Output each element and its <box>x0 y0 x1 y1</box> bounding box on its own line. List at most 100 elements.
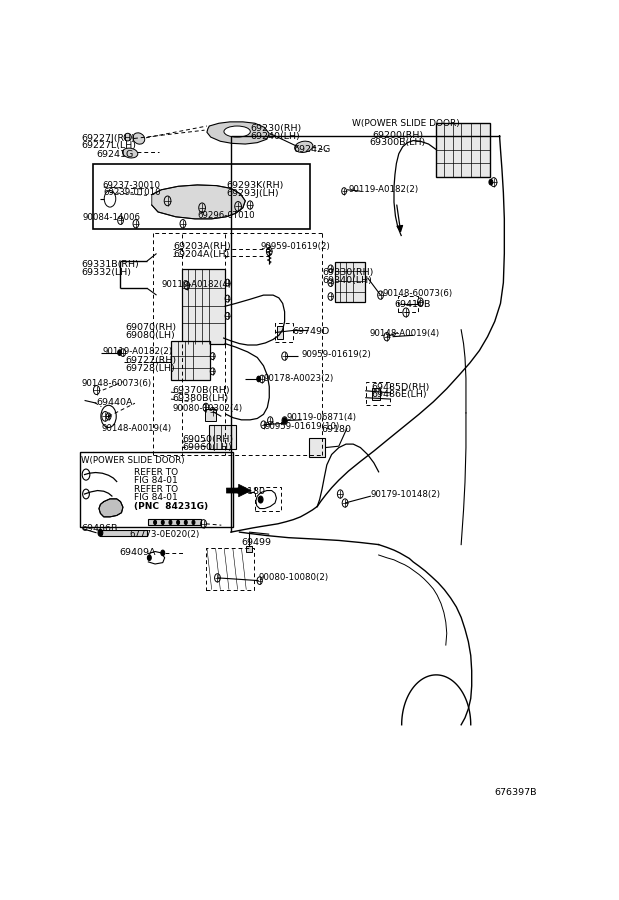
Bar <box>149 519 201 526</box>
Bar <box>372 388 379 400</box>
Circle shape <box>118 350 121 356</box>
Bar <box>209 425 236 449</box>
Circle shape <box>258 496 263 503</box>
Text: 69728(LH): 69728(LH) <box>125 364 175 373</box>
Text: 90959-01619(2): 90959-01619(2) <box>261 242 331 251</box>
Text: 90148-A0019(4): 90148-A0019(4) <box>369 329 439 338</box>
Bar <box>93 164 310 229</box>
Text: 90080-10302(4): 90080-10302(4) <box>172 404 243 413</box>
Text: 69060(LH): 69060(LH) <box>182 443 232 452</box>
Text: 69204A(LH): 69204A(LH) <box>173 249 230 258</box>
Circle shape <box>257 376 261 382</box>
Text: REFER TO: REFER TO <box>134 468 178 477</box>
Text: 69340(LH): 69340(LH) <box>322 276 372 285</box>
Ellipse shape <box>124 133 131 141</box>
Text: 69200(RH): 69200(RH) <box>373 130 423 140</box>
Text: FIG 84-01: FIG 84-01 <box>134 475 178 484</box>
Text: 69296-0T010: 69296-0T010 <box>197 211 255 220</box>
Circle shape <box>192 520 195 525</box>
Circle shape <box>489 179 493 184</box>
Bar <box>255 487 281 511</box>
Text: 90119-A0182(2): 90119-A0182(2) <box>348 185 418 194</box>
Text: 90148-A0019(4): 90148-A0019(4) <box>102 425 171 434</box>
Bar <box>206 548 254 590</box>
Text: 69486B: 69486B <box>81 524 118 533</box>
Text: 69227L(LH): 69227L(LH) <box>81 141 136 150</box>
Text: 90148-60073(6): 90148-60073(6) <box>81 379 151 388</box>
Text: 90179-10148(2): 90179-10148(2) <box>371 490 441 499</box>
Circle shape <box>176 520 180 525</box>
Bar <box>100 530 147 536</box>
Text: 67773-0E020(2): 67773-0E020(2) <box>129 530 199 539</box>
Bar <box>80 453 233 527</box>
Text: 69409A: 69409A <box>119 548 156 557</box>
Ellipse shape <box>133 133 145 144</box>
Text: 69180: 69180 <box>321 425 351 434</box>
Circle shape <box>283 418 287 423</box>
Text: 676397B: 676397B <box>495 788 537 797</box>
Text: (PNC  84231G): (PNC 84231G) <box>134 502 208 511</box>
Text: 69485D(RH): 69485D(RH) <box>371 382 430 392</box>
Text: 69070(RH): 69070(RH) <box>125 323 176 332</box>
Polygon shape <box>152 184 245 219</box>
Text: 90084-14006: 90084-14006 <box>82 213 140 222</box>
Bar <box>398 296 418 311</box>
Text: 90080-10080(2): 90080-10080(2) <box>259 572 329 581</box>
Ellipse shape <box>295 141 313 152</box>
Text: 69230(RH): 69230(RH) <box>250 124 301 133</box>
Text: 69050(RH): 69050(RH) <box>182 436 233 445</box>
Text: 69332(LH): 69332(LH) <box>81 267 131 276</box>
Circle shape <box>162 520 164 525</box>
Text: 69486E(LH): 69486E(LH) <box>371 391 427 400</box>
Text: 69080(LH): 69080(LH) <box>125 331 175 340</box>
Text: 69293J(LH): 69293J(LH) <box>226 189 279 198</box>
Ellipse shape <box>123 148 138 158</box>
Bar <box>335 262 365 302</box>
Text: 69727(RH): 69727(RH) <box>125 356 176 365</box>
Bar <box>182 269 225 344</box>
Text: W(POWER SLIDE DOOR): W(POWER SLIDE DOOR) <box>81 456 184 465</box>
Text: 69240(LH): 69240(LH) <box>250 132 300 141</box>
Text: 90119-A0182(4): 90119-A0182(4) <box>162 280 232 289</box>
Polygon shape <box>99 499 123 517</box>
Bar <box>436 123 490 177</box>
Circle shape <box>184 520 187 525</box>
Text: 90119-06871(4): 90119-06871(4) <box>286 413 356 422</box>
Circle shape <box>169 520 172 525</box>
Bar <box>204 409 217 421</box>
Bar <box>309 438 326 457</box>
Ellipse shape <box>224 126 250 137</box>
Text: 69300B(LH): 69300B(LH) <box>369 138 425 147</box>
Text: 69241G: 69241G <box>97 150 134 159</box>
Text: 69410B: 69410B <box>394 300 430 309</box>
Text: W(POWER SLIDE DOOR): W(POWER SLIDE DOOR) <box>352 120 459 129</box>
Text: 90178-A0023(2): 90178-A0023(2) <box>264 374 334 382</box>
Text: 90959-01619(10): 90959-01619(10) <box>264 421 340 430</box>
Text: 69749D: 69749D <box>292 327 329 336</box>
Circle shape <box>98 529 103 536</box>
Text: 69499: 69499 <box>241 538 272 547</box>
Circle shape <box>147 555 151 561</box>
Text: 90119-A0182(2): 90119-A0182(2) <box>102 347 173 356</box>
Text: 69331B(RH): 69331B(RH) <box>81 260 139 269</box>
Text: 69440A: 69440A <box>97 398 133 407</box>
Text: 69293K(RH): 69293K(RH) <box>226 181 284 190</box>
Text: 90148-60073(6): 90148-60073(6) <box>382 289 452 298</box>
Circle shape <box>154 520 157 525</box>
Text: 69370B(RH): 69370B(RH) <box>172 386 230 395</box>
Bar <box>171 341 210 380</box>
Bar <box>277 326 283 339</box>
Text: 69239-0T010: 69239-0T010 <box>104 188 162 197</box>
Text: 69180: 69180 <box>236 487 266 496</box>
Polygon shape <box>207 122 269 144</box>
Bar <box>275 323 293 342</box>
Text: FIG 84-01: FIG 84-01 <box>134 493 178 502</box>
Text: 90959-01619(2): 90959-01619(2) <box>302 350 371 359</box>
Bar <box>246 546 252 552</box>
Text: REFER TO: REFER TO <box>134 485 178 494</box>
Text: 69242G: 69242G <box>293 145 331 154</box>
Text: 69203A(RH): 69203A(RH) <box>173 242 231 251</box>
Bar <box>366 382 390 405</box>
Text: 69227J(RH): 69227J(RH) <box>81 134 135 143</box>
Circle shape <box>161 550 165 555</box>
